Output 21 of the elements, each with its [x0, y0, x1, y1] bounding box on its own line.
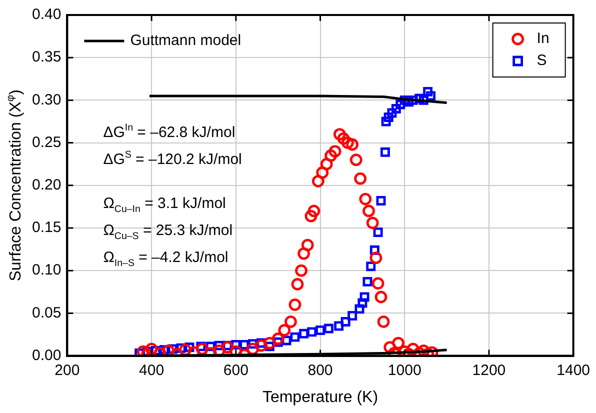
y-tick-label: 0.10 [32, 262, 62, 279]
y-tick-label: 0.00 [32, 346, 62, 364]
y-tick-label: 0.30 [32, 91, 62, 108]
x-tick-label: 1200 [472, 362, 506, 379]
y-tick-label: 0.40 [32, 6, 62, 24]
legend-label: In [536, 30, 550, 48]
x-tick-label: 1000 [388, 362, 422, 379]
x-tick-label: 1400 [556, 362, 590, 379]
y-tick-label: 0.05 [32, 304, 62, 322]
x-tick-label: 400 [139, 362, 164, 379]
y-tick-label: 0.15 [32, 219, 62, 236]
y-axis-title: Surface Concentration (Xφ) [5, 90, 24, 282]
y-tick-label: 0.20 [32, 176, 62, 194]
y-tick-label: 0.35 [32, 48, 62, 66]
legend-label: Guttmann model [130, 32, 242, 50]
y-tick-label: 0.25 [32, 134, 62, 151]
x-axis-title: Temperature (K) [262, 388, 378, 406]
legend-label: S [536, 52, 547, 70]
x-tick-label: 800 [308, 362, 333, 379]
x-tick-label: 600 [223, 362, 248, 379]
x-tick-label: 200 [54, 362, 80, 379]
